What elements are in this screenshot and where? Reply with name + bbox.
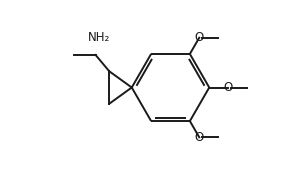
Text: O: O <box>223 81 233 94</box>
Text: O: O <box>195 31 204 44</box>
Text: O: O <box>195 131 204 144</box>
Text: NH₂: NH₂ <box>88 32 110 44</box>
